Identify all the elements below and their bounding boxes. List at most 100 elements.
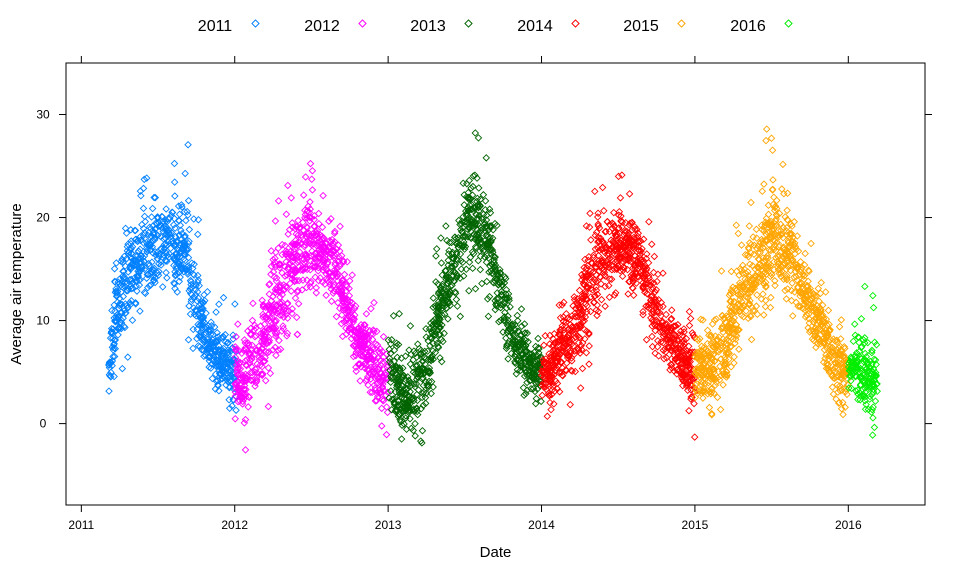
data-point xyxy=(128,276,136,285)
data-point xyxy=(162,268,170,277)
data-point xyxy=(325,217,333,225)
data-point xyxy=(645,217,653,226)
data-point xyxy=(108,306,116,315)
data-point xyxy=(242,361,251,370)
data-point xyxy=(371,397,380,405)
legend-marker-icon xyxy=(464,19,473,28)
data-point xyxy=(839,410,847,419)
data-point xyxy=(184,262,192,270)
data-point xyxy=(801,249,809,258)
data-point xyxy=(194,215,203,224)
data-point xyxy=(124,284,132,292)
data-point xyxy=(201,324,209,332)
data-point xyxy=(586,209,594,218)
data-point xyxy=(251,368,259,376)
data-point xyxy=(238,349,246,358)
data-point xyxy=(222,381,230,389)
data-point xyxy=(291,294,300,302)
y-tick-label: 10 xyxy=(36,314,50,328)
y-tick-label: 20 xyxy=(36,211,50,225)
data-point xyxy=(735,345,743,353)
data-point xyxy=(146,241,155,250)
data-point xyxy=(298,232,306,241)
data-point xyxy=(170,280,179,288)
data-point xyxy=(225,396,233,404)
data-point xyxy=(301,206,309,215)
data-point xyxy=(182,216,190,225)
data-point xyxy=(323,274,331,283)
data-point xyxy=(849,337,858,346)
data-point xyxy=(869,303,878,312)
data-point xyxy=(211,370,220,378)
data-point xyxy=(411,419,419,428)
data-point xyxy=(252,373,261,382)
data-point xyxy=(312,289,321,297)
data-point xyxy=(269,255,277,264)
legend-label: 2011 xyxy=(198,18,233,35)
data-point xyxy=(357,326,365,335)
data-point xyxy=(176,247,185,255)
series-2012-points xyxy=(231,159,392,454)
x-tick-label: 2016 xyxy=(835,518,862,532)
data-point xyxy=(585,223,594,231)
data-point xyxy=(162,241,171,250)
data-point xyxy=(187,297,195,306)
data-point xyxy=(184,140,192,149)
data-point xyxy=(252,332,260,340)
data-point xyxy=(432,245,441,253)
data-point xyxy=(299,191,308,199)
data-point xyxy=(175,210,184,219)
data-point xyxy=(267,270,275,278)
data-point xyxy=(244,347,252,355)
data-point xyxy=(476,265,485,274)
data-point xyxy=(607,275,616,283)
data-point xyxy=(229,331,237,339)
data-point xyxy=(367,304,375,313)
data-point xyxy=(383,408,392,417)
data-point xyxy=(868,431,877,439)
data-point xyxy=(211,345,219,354)
data-point xyxy=(482,154,491,162)
data-point xyxy=(587,236,595,244)
data-point xyxy=(185,287,193,295)
data-point xyxy=(127,282,135,290)
data-point xyxy=(193,297,201,305)
data-point xyxy=(147,213,156,221)
data-point xyxy=(127,275,135,284)
legend-marker-icon xyxy=(358,19,367,28)
data-point xyxy=(194,230,202,239)
data-point xyxy=(271,343,279,352)
data-point xyxy=(342,330,351,338)
data-point xyxy=(364,381,372,389)
data-point xyxy=(249,299,257,308)
data-point xyxy=(153,248,162,256)
data-point xyxy=(475,184,483,192)
data-point xyxy=(136,307,144,315)
data-point xyxy=(215,386,223,395)
data-point xyxy=(210,323,219,331)
data-point xyxy=(306,159,315,168)
legend-label: 2015 xyxy=(623,18,659,35)
data-point xyxy=(264,348,272,357)
data-point xyxy=(138,220,146,229)
data-point xyxy=(244,403,252,411)
data-point xyxy=(566,400,574,409)
data-point xyxy=(131,226,140,235)
data-point xyxy=(301,173,310,181)
data-point xyxy=(240,419,249,427)
series-2015-points xyxy=(691,125,852,419)
data-point xyxy=(768,146,777,154)
data-point xyxy=(629,291,638,299)
data-point xyxy=(242,340,251,348)
data-point xyxy=(207,321,216,330)
data-point xyxy=(378,395,387,404)
data-point xyxy=(115,323,123,331)
data-point xyxy=(324,268,333,277)
data-point xyxy=(789,312,797,320)
legend-marker-icon xyxy=(571,19,580,28)
data-point xyxy=(172,241,180,249)
legend-marker-icon xyxy=(251,19,260,28)
data-point xyxy=(127,264,136,273)
data-point xyxy=(190,215,198,223)
data-point xyxy=(730,359,738,367)
